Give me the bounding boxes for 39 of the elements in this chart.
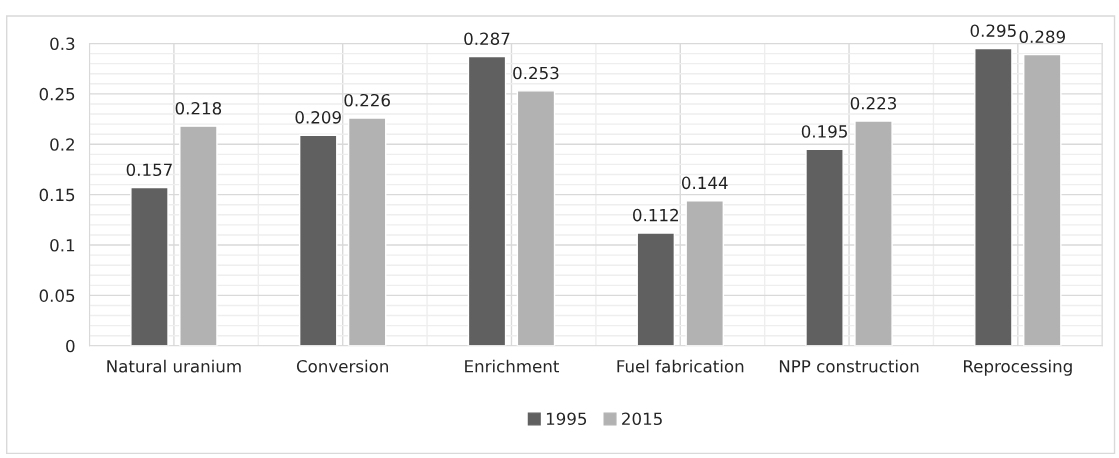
- bar: [1023, 53, 1062, 346]
- x-tick-label: Natural uranium: [107, 359, 241, 373]
- bar: [516, 90, 556, 346]
- bar: [636, 232, 676, 346]
- y-tick-label: 0.25: [39, 87, 75, 101]
- x-tick-label: Conversion: [296, 359, 388, 373]
- bar: [805, 148, 844, 346]
- data-label: 0.226: [344, 93, 390, 107]
- bar: [298, 134, 338, 346]
- y-tick-label: 0.1: [50, 238, 75, 252]
- data-label: 0.295: [970, 24, 1016, 37]
- data-label: 0.157: [126, 163, 172, 177]
- x-tick-label: Fuel fabrication: [617, 359, 744, 373]
- data-label: 0.218: [175, 101, 222, 115]
- y-tick-label: 0.3: [50, 37, 75, 51]
- y-tick-label: 0.2: [50, 138, 74, 151]
- data-label: 0.209: [295, 111, 341, 124]
- bar: [179, 125, 218, 346]
- bar: [130, 186, 169, 346]
- bar: [467, 55, 507, 346]
- legend-label: 2015: [622, 412, 662, 426]
- y-tick-label: 0.15: [39, 188, 75, 202]
- y-tick-label: 0.05: [39, 289, 75, 302]
- legend-label: 1995: [546, 412, 587, 426]
- bar: [685, 200, 724, 346]
- bar: [974, 47, 1013, 346]
- data-label: 0.289: [1019, 30, 1065, 44]
- x-tick-label: Enrichment: [465, 359, 560, 373]
- data-label: 0.253: [513, 66, 559, 80]
- x-tick-label: NPP construction: [779, 359, 919, 373]
- data-label: 0.287: [464, 32, 510, 46]
- data-label: 0.144: [681, 176, 728, 190]
- bar: [347, 117, 387, 346]
- y-tick-label: 0: [66, 339, 75, 353]
- data-label: 0.195: [801, 125, 847, 138]
- x-tick-label: Reprocessing: [964, 359, 1072, 376]
- bar: [854, 120, 893, 346]
- data-label: 0.112: [633, 208, 678, 222]
- data-label: 0.223: [850, 96, 897, 110]
